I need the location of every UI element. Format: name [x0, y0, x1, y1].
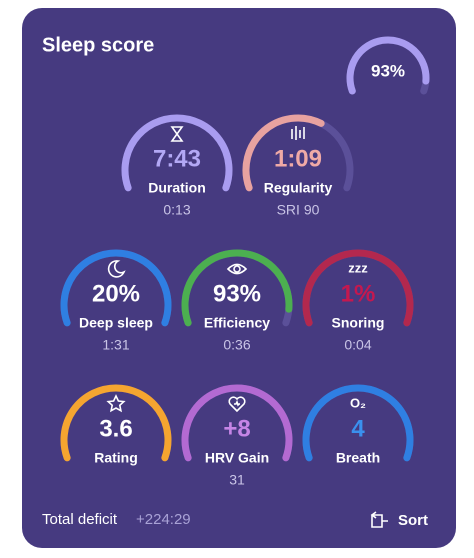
gauge-icon	[170, 126, 184, 142]
gauge-label: Efficiency	[204, 315, 270, 331]
gauge-label: Deep sleep	[79, 315, 153, 331]
gauge-label: Snoring	[332, 315, 385, 331]
gauge-value: 1:09	[274, 145, 322, 172]
gauge-arc	[181, 249, 293, 327]
gauge-value: 20%	[92, 280, 140, 307]
gauge-arc	[121, 114, 233, 192]
gauge-icon	[226, 263, 248, 275]
gauge-label: HRV Gain	[205, 450, 269, 466]
gauge-arc	[302, 384, 414, 462]
sort-label[interactable]: Sort	[398, 512, 428, 529]
gauge-value: 4	[351, 415, 365, 442]
gauge-arc	[242, 114, 325, 192]
gauge-value: 93%	[213, 280, 261, 307]
gauge-icon	[106, 394, 126, 413]
gauge-detail: SRI 90	[277, 202, 320, 218]
gauge-detail: 0:36	[223, 337, 250, 353]
gauge-value: 3.6	[99, 415, 132, 442]
sort-button[interactable]: Sort	[370, 511, 428, 529]
gauge-icon	[291, 126, 305, 140]
gauge-value: +8	[223, 415, 250, 442]
gauge-value: 1%	[341, 280, 376, 307]
gauge-icon	[107, 260, 126, 278]
score: 93%	[371, 61, 405, 80]
gauge-arc	[60, 384, 172, 462]
gauge-arc	[60, 249, 172, 327]
sort-icon	[370, 511, 388, 528]
gauge-label: Duration	[148, 180, 206, 196]
gauge-label: Breath	[336, 450, 380, 466]
gauge-label: Rating	[94, 450, 138, 466]
gauge-arc	[181, 384, 293, 462]
gauge-detail: 1:31	[102, 337, 129, 353]
gauge-detail: 0:04	[344, 337, 371, 353]
gauge-value: 7:43	[153, 145, 201, 172]
card	[22, 8, 456, 548]
footer-label: Total deficit	[42, 511, 118, 528]
title: Sleep score	[42, 34, 154, 56]
gauge-detail: 0:13	[163, 202, 190, 218]
footer-value: +224:29	[136, 511, 191, 528]
gauge-icon: zzz	[348, 260, 368, 275]
gauge-arc	[346, 36, 430, 95]
gauge-icon	[228, 396, 246, 413]
gauge-detail: 31	[229, 472, 245, 488]
gauge-label: Regularity	[264, 180, 333, 196]
gauge-arc	[302, 249, 414, 327]
gauge-icon: O₂	[350, 395, 366, 410]
